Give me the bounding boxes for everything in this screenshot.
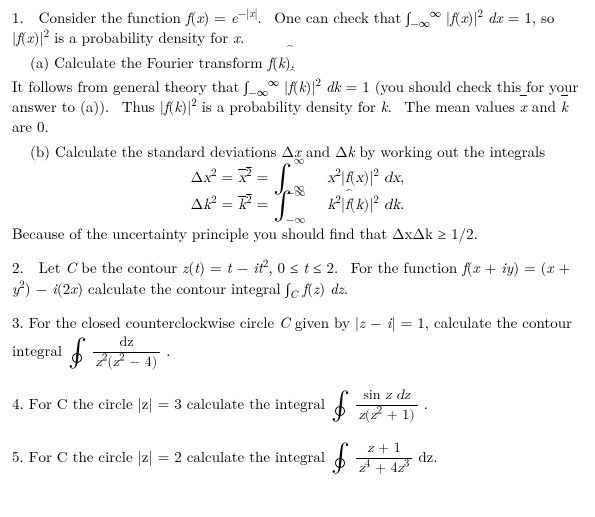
- p1-equations: Δx2 = x2 = ∫−∞∞ x2|f(x)|2 dx, Δk2 = k2 =…: [12, 166, 583, 218]
- p4-text: 4. For C the circle |z| = 3 calculate th…: [12, 386, 583, 425]
- p5-frac-num: z + 1: [356, 439, 413, 459]
- problem-2: 2. Let C be the contour z(t) = t − it2, …: [12, 258, 583, 299]
- p1-line1: 1. Consider the function f(x) = e−|x|. O…: [12, 8, 583, 49]
- problem-1: 1. Consider the function f(x) = e−|x|. O…: [12, 8, 583, 244]
- problem-3: 3. For the closed counterclockwise circl…: [12, 313, 583, 372]
- p2-text: 2. Let C be the contour z(t) = t − it2, …: [12, 258, 583, 299]
- p4-frac-den: z(z2 + 1): [356, 406, 418, 425]
- p3-frac-den: z2(z2 − 4): [93, 353, 161, 372]
- p5-text: 5. For C the circle |z| = 2 calculate th…: [12, 439, 583, 478]
- problem-4: 4. For C the circle |z| = 3 calculate th…: [12, 386, 583, 425]
- p3-text: 3. For the closed counterclockwise circl…: [12, 313, 583, 333]
- p1-final: Because of the uncertainty principle you…: [12, 224, 583, 244]
- problem-5: 5. For C the circle |z| = 2 calculate th…: [12, 439, 583, 478]
- p3-frac-num: dz: [93, 333, 161, 353]
- p3-integral-line: integral ∫ dz z2(z2 − 4) .: [12, 333, 583, 372]
- p4-frac-num: sin z dz: [356, 386, 418, 406]
- p5-frac-den: z4 + 4z3: [356, 459, 413, 478]
- p1-line2: It follows from general theory that ∫−∞∞…: [12, 77, 583, 138]
- p1-part-a: (a) Calculate the Fourier transform f(k)…: [12, 53, 583, 73]
